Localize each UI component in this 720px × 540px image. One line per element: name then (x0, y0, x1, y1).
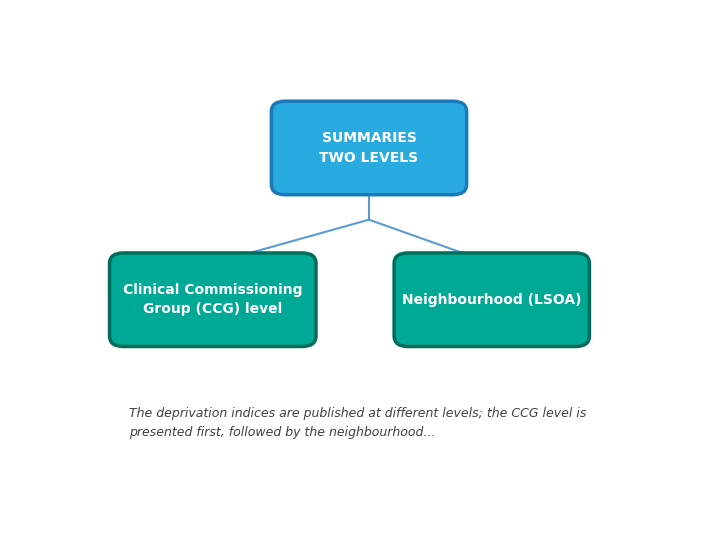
Text: Neighbourhood (LSOA): Neighbourhood (LSOA) (402, 293, 582, 307)
FancyBboxPatch shape (109, 253, 316, 347)
Text: Clinical Commissioning
Group (CCG) level: Clinical Commissioning Group (CCG) level (123, 283, 302, 316)
Text: The deprivation indices are published at different levels; the CCG level is
pres: The deprivation indices are published at… (129, 407, 586, 439)
FancyBboxPatch shape (394, 253, 590, 347)
Text: SUMMARIES
TWO LEVELS: SUMMARIES TWO LEVELS (320, 131, 418, 165)
FancyBboxPatch shape (271, 101, 467, 195)
